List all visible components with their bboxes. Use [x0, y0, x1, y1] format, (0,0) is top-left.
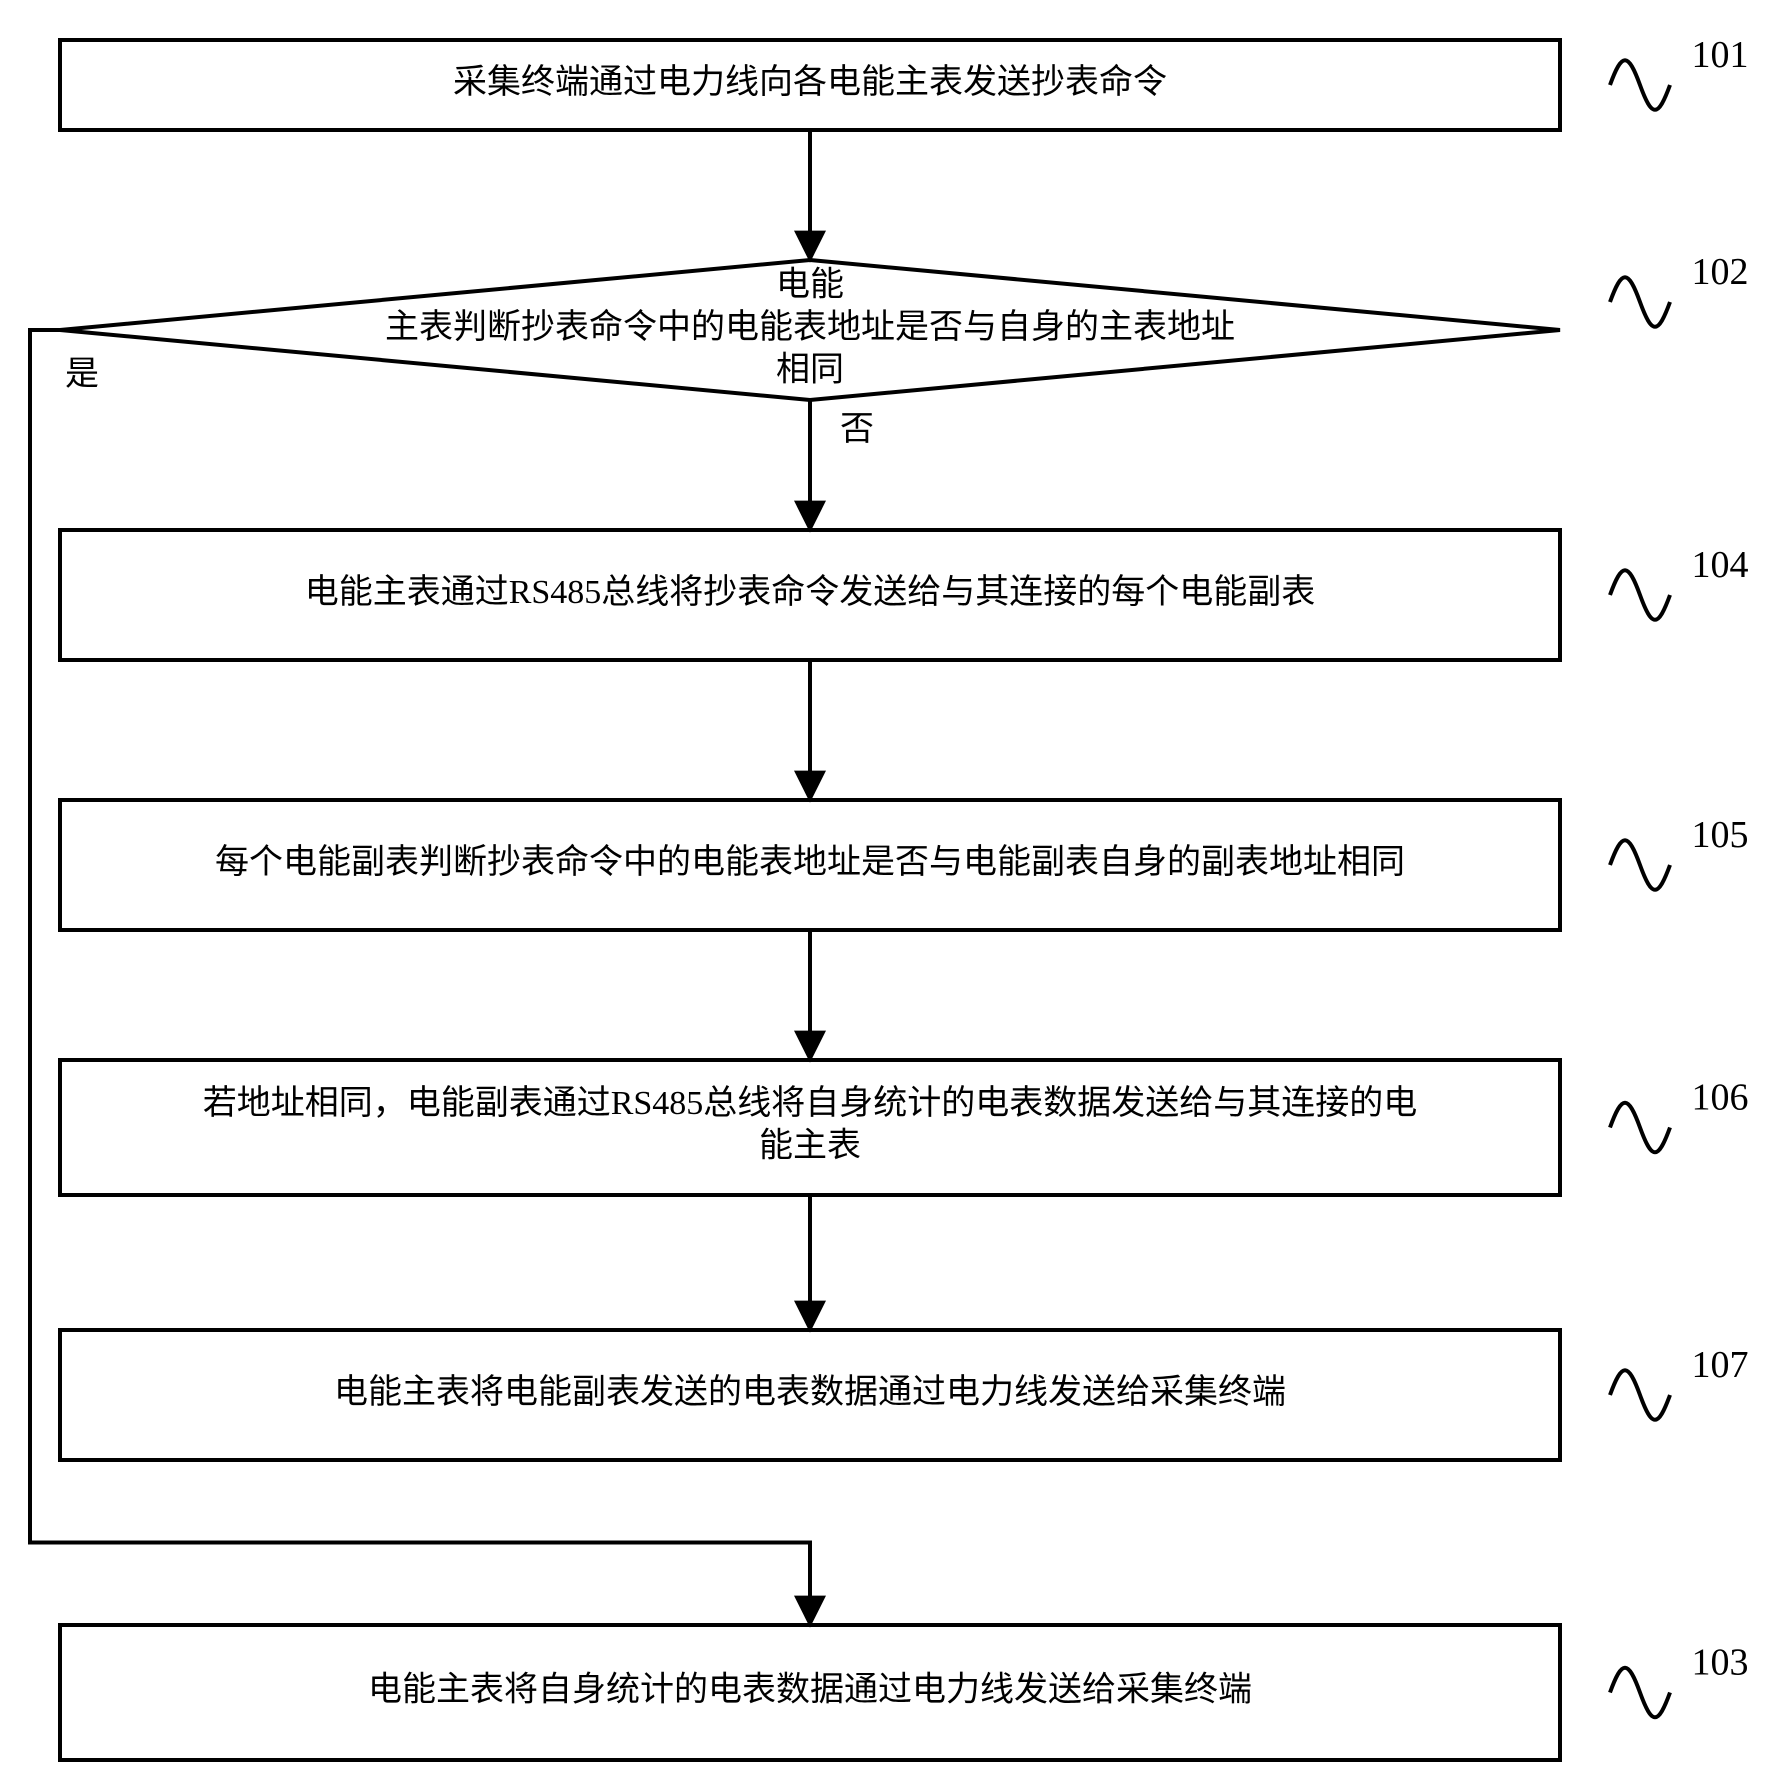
reference-numeral: 107: [1692, 1344, 1749, 1386]
node-text: 主表判断抄表命令中的电能表地址是否与自身的主表地址: [385, 308, 1235, 346]
node-text: 能主表: [759, 1127, 861, 1165]
node-text: 电能主表将自身统计的电表数据通过电力线发送给采集终端: [368, 1670, 1252, 1708]
node-text: 每个电能副表判断抄表命令中的电能表地址是否与电能副表自身的副表地址相同: [215, 843, 1405, 881]
reference-numeral: 103: [1692, 1642, 1749, 1684]
reference-squiggle: [1610, 1370, 1670, 1420]
reference-numeral: 105: [1692, 814, 1749, 856]
node-text: 相同: [776, 350, 844, 388]
reference-squiggle: [1610, 1668, 1670, 1718]
edge-label-no: 否: [840, 411, 874, 448]
flow-edge: [30, 330, 810, 1625]
reference-squiggle: [1610, 60, 1670, 110]
reference-squiggle: [1610, 277, 1670, 327]
node-text: 电能主表将电能副表发送的电表数据通过电力线发送给采集终端: [334, 1373, 1286, 1411]
node-text: 若地址相同，电能副表通过RS485总线将自身统计的电表数据发送给与其连接的电: [203, 1084, 1418, 1122]
reference-numeral: 101: [1692, 34, 1749, 76]
reference-squiggle: [1610, 840, 1670, 890]
flowchart-canvas: 采集终端通过电力线向各电能主表发送抄表命令 101 电能主表判断抄表命令中的电能表地…: [0, 0, 1789, 1790]
reference-numeral: 102: [1692, 251, 1749, 293]
reference-numeral: 104: [1692, 544, 1749, 586]
node-text: 电能主表通过RS485总线将抄表命令发送给与其连接的每个电能副表: [305, 573, 1316, 611]
reference-squiggle: [1610, 1103, 1670, 1153]
node-text: 采集终端通过电力线向各电能主表发送抄表命令: [453, 63, 1167, 101]
node-text: 电能: [776, 265, 844, 303]
edge-label-yes: 是: [65, 356, 99, 393]
reference-numeral: 106: [1692, 1077, 1749, 1119]
reference-squiggle: [1610, 570, 1670, 620]
